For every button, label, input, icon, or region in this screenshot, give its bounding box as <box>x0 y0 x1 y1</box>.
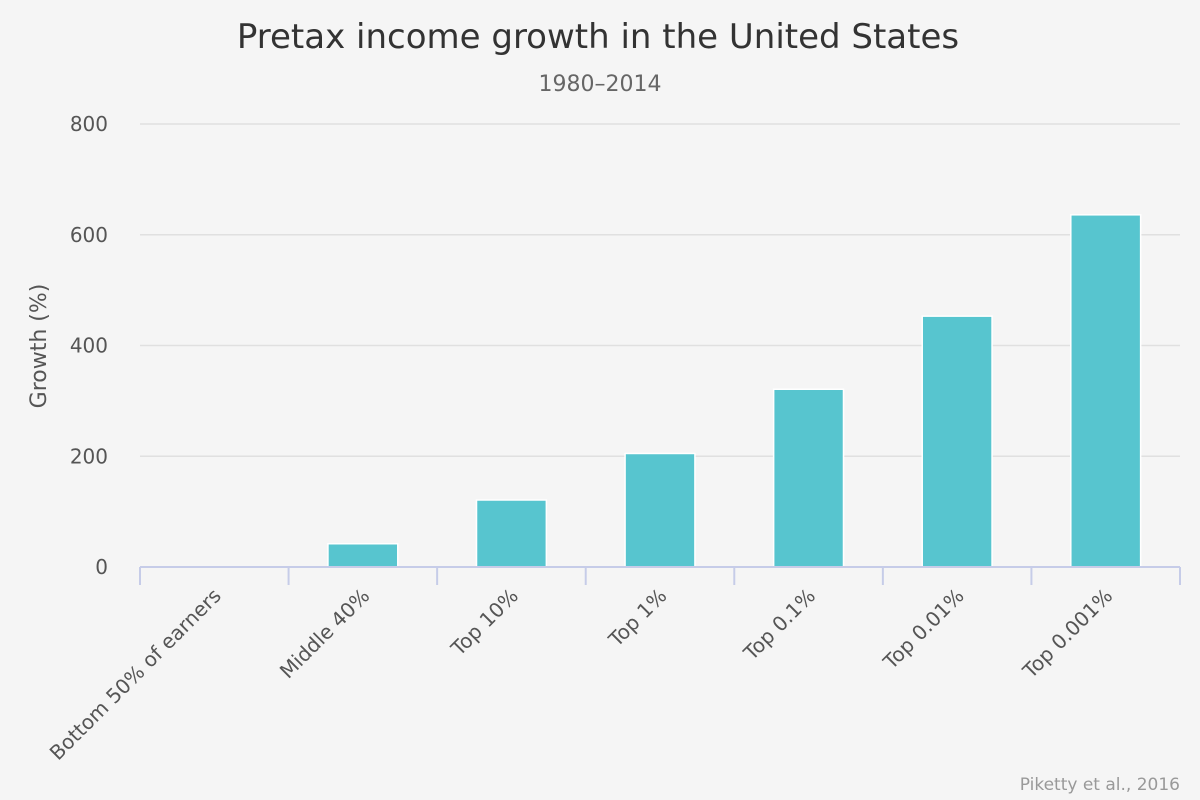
y-tick-label: 600 <box>70 223 108 247</box>
x-tick-label: Top 0.001% <box>1017 584 1117 684</box>
bar <box>772 388 845 568</box>
x-axis <box>139 566 1181 585</box>
x-tick-label: Bottom 50% of earners <box>45 584 226 765</box>
y-axis-label: Growth (%) <box>27 284 52 409</box>
x-tick-label: Top 1% <box>603 584 671 652</box>
x-tick-label: Top 0.01% <box>878 584 969 675</box>
gridlines <box>140 123 1180 457</box>
x-tick-label: Top 10% <box>445 584 522 661</box>
bar <box>327 542 399 568</box>
bar <box>921 315 993 568</box>
chart-subtitle: 1980–2014 <box>539 72 662 97</box>
bar <box>624 452 696 568</box>
bar <box>475 499 548 568</box>
y-axis-ticks: 0 200 400 600 800 <box>70 112 108 579</box>
y-tick-label: 0 <box>95 555 108 579</box>
x-axis-labels: Bottom 50% of earners Middle 40% Top 10% To… <box>45 584 1118 765</box>
bar <box>1070 214 1142 568</box>
x-tick-label: Top 0.1% <box>738 584 820 666</box>
bars <box>327 214 1142 568</box>
chart-credit: Piketty et al., 2016 <box>1020 775 1180 795</box>
chart-title: Pretax income growth in the United State… <box>237 17 959 57</box>
x-tick-label: Middle 40% <box>275 584 375 684</box>
y-tick-label: 800 <box>70 112 108 136</box>
y-tick-label: 200 <box>70 444 108 468</box>
y-tick-label: 400 <box>70 334 108 358</box>
